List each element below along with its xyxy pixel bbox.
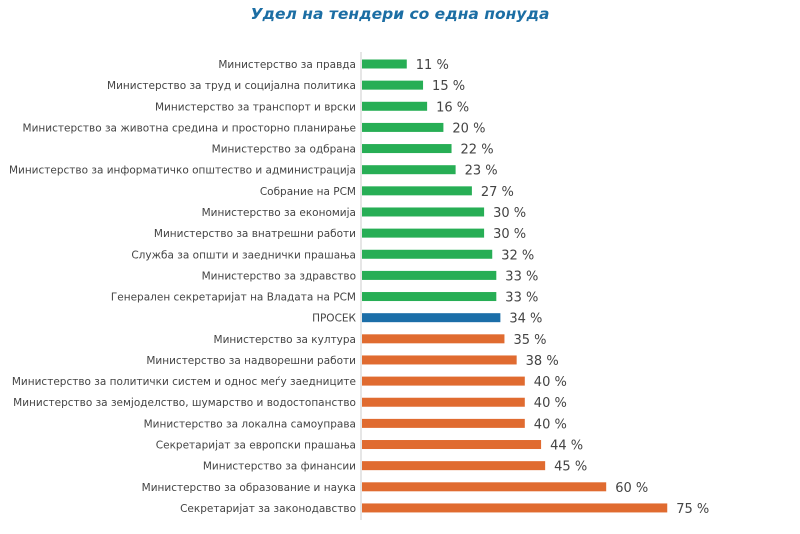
category-label: Министерство за надворешни работи bbox=[146, 355, 356, 367]
bar bbox=[362, 355, 517, 365]
bar bbox=[362, 144, 452, 154]
data-label: 33 % bbox=[505, 291, 538, 306]
category-label: Министерство за животна средина и просто… bbox=[23, 122, 356, 134]
data-label: 35 % bbox=[513, 333, 546, 348]
bar bbox=[362, 397, 525, 407]
category-label: Министерство за култура bbox=[214, 334, 356, 346]
category-label: Министерство за политички систем и однос… bbox=[12, 376, 356, 388]
data-label: 30 % bbox=[493, 227, 526, 242]
category-label: Министерство за труд и социјална политик… bbox=[107, 80, 356, 92]
data-label: 75 % bbox=[676, 502, 709, 517]
category-label: Министерство за здравство bbox=[202, 270, 356, 282]
bar bbox=[362, 186, 472, 196]
data-label: 40 % bbox=[534, 375, 567, 390]
category-label: Министерство за транспорт и врски bbox=[155, 101, 356, 113]
data-label: 16 % bbox=[436, 100, 469, 115]
bar bbox=[362, 80, 424, 90]
data-label: 22 % bbox=[461, 143, 494, 158]
bar bbox=[362, 59, 407, 69]
category-label: Секретаријат за европски прашања bbox=[156, 440, 356, 452]
bar bbox=[362, 418, 525, 428]
bar bbox=[362, 101, 428, 111]
data-label: 27 % bbox=[481, 185, 514, 200]
data-label: 38 % bbox=[526, 354, 559, 369]
category-label: Секретаријат за законодавство bbox=[180, 503, 356, 515]
data-label: 40 % bbox=[534, 417, 567, 432]
data-label: 30 % bbox=[493, 206, 526, 221]
category-label: Министерство за економија bbox=[202, 207, 356, 219]
bar bbox=[362, 313, 501, 323]
category-label: Собрание на РСМ bbox=[260, 186, 356, 198]
category-label: Министерство за правда bbox=[218, 59, 356, 71]
chart-title: Удел на тендери со една понуда bbox=[250, 5, 550, 23]
bar bbox=[362, 503, 668, 513]
bar bbox=[362, 165, 456, 175]
category-label: Министерство за земјоделство, шумарство … bbox=[13, 397, 356, 409]
bar bbox=[362, 122, 444, 132]
bar bbox=[362, 228, 485, 238]
data-label: 45 % bbox=[554, 460, 587, 475]
bar bbox=[362, 292, 497, 302]
category-label: Министерство за образование и наука bbox=[142, 482, 356, 494]
bar bbox=[362, 334, 505, 344]
bar bbox=[362, 270, 497, 280]
data-label: 33 % bbox=[505, 269, 538, 284]
data-label: 44 % bbox=[550, 439, 583, 454]
category-label: Министерство за финансии bbox=[203, 461, 356, 473]
data-label: 60 % bbox=[615, 481, 648, 496]
category-label: ПРОСЕК bbox=[312, 313, 356, 325]
category-label: Генерален секретаријат на Владата на РСМ bbox=[111, 292, 356, 304]
data-label: 15 % bbox=[432, 79, 465, 94]
category-label: Министерство за локална самоуправа bbox=[144, 418, 356, 430]
bar bbox=[362, 482, 607, 492]
data-label: 40 % bbox=[534, 396, 567, 411]
bar bbox=[362, 440, 542, 450]
category-label: Министерство за одбрана bbox=[212, 144, 356, 156]
category-label: Служба за општи и заеднички прашања bbox=[131, 249, 356, 261]
data-label: 20 % bbox=[452, 121, 485, 136]
data-label: 11 % bbox=[416, 58, 449, 73]
bar bbox=[362, 207, 485, 217]
data-label: 34 % bbox=[509, 312, 542, 327]
bars-group: Министерство за правда 11 % Министерство з… bbox=[9, 58, 709, 517]
category-label: Министерство за внатрешни работи bbox=[154, 228, 356, 240]
bar bbox=[362, 376, 525, 386]
bar bbox=[362, 461, 546, 471]
category-label: Министерство за информатичко општество и… bbox=[9, 165, 356, 177]
data-label: 32 % bbox=[501, 248, 534, 263]
data-label: 23 % bbox=[465, 164, 498, 179]
bar bbox=[362, 249, 493, 259]
